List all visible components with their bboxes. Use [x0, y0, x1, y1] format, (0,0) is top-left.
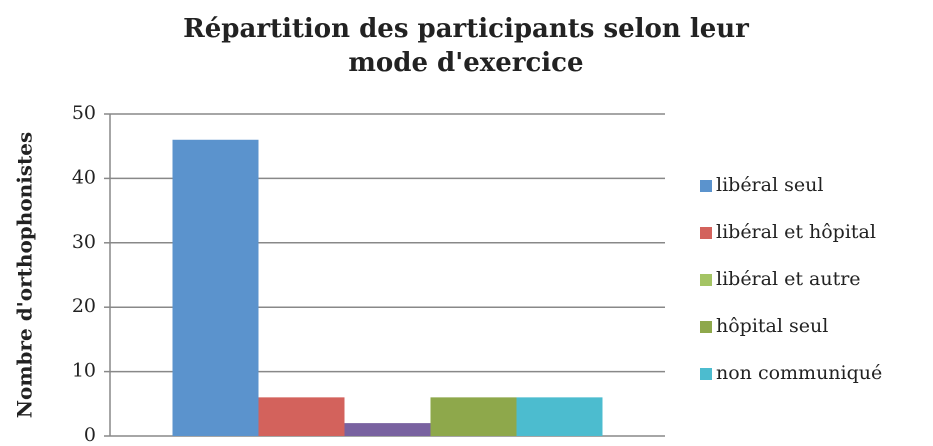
y-tick-label: 20: [72, 295, 96, 317]
bar: [430, 397, 517, 436]
chart-title: Répartition des participants selon leur …: [183, 14, 749, 78]
bar: [516, 397, 603, 436]
legend-label: non communiqué: [716, 362, 882, 384]
legend-label: libéral et hôpital: [716, 221, 876, 243]
bar: [172, 139, 259, 436]
y-tick-label: 50: [72, 102, 96, 124]
bar: [258, 397, 345, 436]
legend-swatch: [700, 180, 712, 192]
legend-swatch: [700, 321, 712, 333]
y-tick-label: 0: [84, 424, 96, 446]
legend-swatch: [700, 274, 712, 286]
legend-label: libéral et autre: [716, 268, 861, 290]
y-tick-label: 30: [72, 231, 96, 253]
legend-label: hôpital seul: [716, 315, 828, 337]
legend-swatch: [700, 368, 712, 380]
y-tick-label: 10: [72, 360, 96, 382]
legend-label: libéral seul: [716, 174, 823, 196]
bar: [344, 423, 431, 436]
y-axis-label: Nombre d'orthophonistes: [13, 132, 37, 419]
legend-swatch: [700, 227, 712, 239]
y-tick-label: 40: [72, 166, 96, 188]
